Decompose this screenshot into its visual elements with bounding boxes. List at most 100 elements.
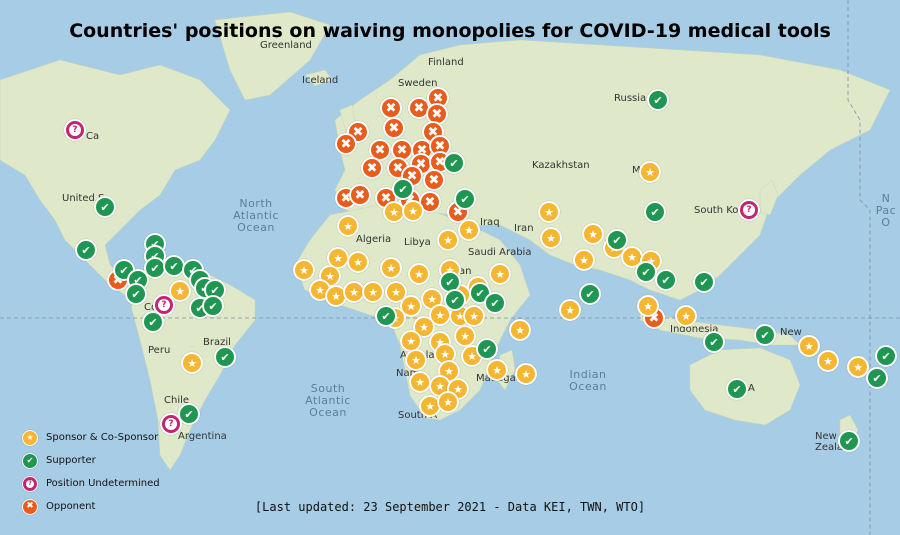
label-algeria: Algeria (356, 234, 392, 245)
supporter-marker[interactable]: ✔ (443, 152, 465, 174)
sponsor-marker[interactable]: ★ (400, 295, 422, 317)
opponent-marker[interactable]: ✖ (361, 157, 383, 179)
opponent-marker[interactable]: ✖ (349, 184, 371, 206)
sponsor-marker[interactable]: ★ (408, 263, 430, 285)
opponent-marker[interactable]: ✖ (426, 103, 448, 125)
sponsor-marker[interactable]: ★ (639, 161, 661, 183)
label-north-pacific-ocean: N Pac O (875, 192, 897, 229)
sponsor-marker[interactable]: ★ (637, 295, 659, 317)
sponsor-marker[interactable]: ★ (347, 251, 369, 273)
sponsor-marker[interactable]: ★ (538, 201, 560, 223)
supporter-marker[interactable]: ✔ (875, 345, 897, 367)
supporter-marker[interactable]: ✔ (635, 261, 657, 283)
undetermined-marker[interactable]: ? (160, 413, 182, 435)
sponsor-marker[interactable]: ★ (385, 281, 407, 303)
supporter-marker[interactable]: ✔ (476, 338, 498, 360)
undetermined-marker[interactable]: ? (738, 199, 760, 221)
check-icon: ✔ (22, 452, 38, 469)
label-peru: Peru (148, 345, 171, 356)
supporter-marker[interactable]: ✔ (142, 311, 164, 333)
label-iran: Iran (514, 223, 534, 234)
sponsor-marker[interactable]: ★ (437, 391, 459, 413)
label-brazil: Brazil (203, 337, 231, 348)
label-united-states: United S (62, 193, 105, 204)
sponsor-marker[interactable]: ★ (454, 325, 476, 347)
label-iceland: Iceland (302, 75, 339, 86)
undetermined-marker[interactable]: ? (64, 119, 86, 141)
supporter-marker[interactable]: ✔ (484, 292, 506, 314)
supporter-marker[interactable]: ✔ (392, 178, 414, 200)
supporter-marker[interactable]: ✔ (214, 346, 236, 368)
supporter-marker[interactable]: ✔ (202, 295, 224, 317)
sponsor-marker[interactable]: ★ (463, 305, 485, 327)
sponsor-marker[interactable]: ★ (582, 223, 604, 245)
legend: ★ Sponsor & Co-Sponsor ✔ Supporter ? Pos… (22, 426, 160, 518)
sponsor-marker[interactable]: ★ (540, 227, 562, 249)
supporter-marker[interactable]: ✔ (375, 305, 397, 327)
supporter-marker[interactable]: ✔ (703, 331, 725, 353)
map-title: Countries' positions on waiving monopoli… (69, 20, 831, 42)
supporter-marker[interactable]: ✔ (454, 188, 476, 210)
supporter-marker[interactable]: ✔ (726, 378, 748, 400)
legend-item-supporter: ✔ Supporter (22, 449, 160, 472)
sponsor-marker[interactable]: ★ (337, 215, 359, 237)
label-indonesia: Indonesia (670, 324, 719, 335)
sponsor-marker[interactable]: ★ (847, 356, 869, 378)
supporter-marker[interactable]: ✔ (444, 289, 466, 311)
sponsor-marker[interactable]: ★ (486, 359, 508, 381)
sponsor-marker[interactable]: ★ (817, 350, 839, 372)
sponsor-marker[interactable]: ★ (559, 299, 581, 321)
sponsor-marker[interactable]: ★ (675, 305, 697, 327)
sponsor-marker[interactable]: ★ (798, 335, 820, 357)
opponent-marker[interactable]: ✖ (335, 133, 357, 155)
supporter-marker[interactable]: ✔ (866, 367, 888, 389)
sponsor-marker[interactable]: ★ (458, 219, 480, 241)
sponsor-marker[interactable]: ★ (181, 352, 203, 374)
opponent-marker[interactable]: ✖ (423, 169, 445, 191)
sponsor-marker[interactable]: ★ (405, 349, 427, 371)
label-colombia: Co (144, 302, 158, 313)
legend-item-undetermined: ? Position Undetermined (22, 472, 160, 495)
undetermined-marker[interactable]: ? (153, 294, 175, 316)
label-kazakhstan: Kazakhstan (532, 160, 590, 171)
supporter-marker[interactable]: ✔ (75, 239, 97, 261)
sponsor-marker[interactable]: ★ (327, 247, 349, 269)
label-finland: Finland (428, 57, 464, 68)
sponsor-marker[interactable]: ★ (409, 371, 431, 393)
supporter-marker[interactable]: ✔ (693, 271, 715, 293)
supporter-marker[interactable]: ✔ (125, 283, 147, 305)
label-indian-ocean: Indian Ocean (569, 368, 607, 393)
supporter-marker[interactable]: ✔ (644, 201, 666, 223)
supporter-marker[interactable]: ✔ (838, 430, 860, 452)
legend-label-sponsor: Sponsor & Co-Sponsor (46, 432, 159, 443)
supporter-marker[interactable]: ✔ (655, 269, 677, 291)
sponsor-marker[interactable]: ★ (325, 285, 347, 307)
sponsor-marker[interactable]: ★ (515, 363, 537, 385)
opponent-marker[interactable]: ✖ (383, 117, 405, 139)
label-chile: Chile (164, 395, 190, 406)
supporter-marker[interactable]: ✔ (647, 89, 669, 111)
label-new-guinea: New (780, 327, 802, 338)
sponsor-marker[interactable]: ★ (169, 280, 191, 302)
sponsor-marker[interactable]: ★ (362, 281, 384, 303)
sponsor-marker[interactable]: ★ (437, 229, 459, 251)
opponent-marker[interactable]: ✖ (380, 97, 402, 119)
sponsor-marker[interactable]: ★ (293, 259, 315, 281)
label-namibia: Nam (396, 368, 420, 379)
legend-label-opponent: Opponent (46, 501, 96, 512)
label-new-zealand: New Zealand (815, 431, 856, 453)
sponsor-marker[interactable]: ★ (489, 263, 511, 285)
sponsor-marker[interactable]: ★ (380, 257, 402, 279)
label-south-africa: South A (398, 410, 438, 421)
supporter-marker[interactable]: ✔ (606, 229, 628, 251)
supporter-marker[interactable]: ✔ (94, 196, 116, 218)
label-libya: Libya (404, 237, 431, 248)
supporter-marker[interactable]: ✔ (178, 403, 200, 425)
sponsor-marker[interactable]: ★ (402, 200, 424, 222)
supporter-marker[interactable]: ✔ (579, 283, 601, 305)
supporter-marker[interactable]: ✔ (754, 324, 776, 346)
label-argentina: Argentina (178, 431, 227, 442)
sponsor-marker[interactable]: ★ (509, 319, 531, 341)
sponsor-marker[interactable]: ★ (573, 249, 595, 271)
